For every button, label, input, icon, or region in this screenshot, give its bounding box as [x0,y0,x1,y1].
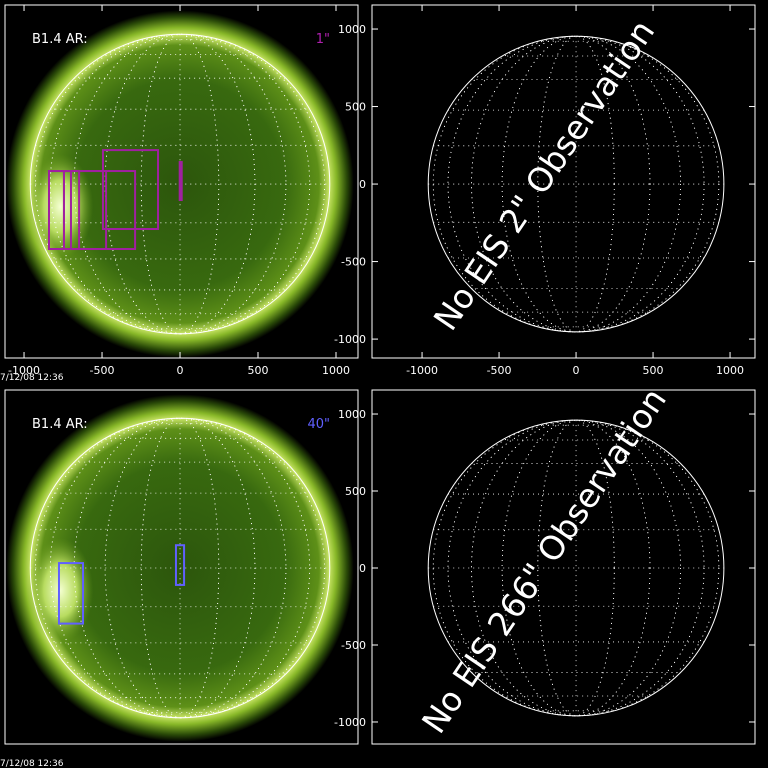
frame [371,4,756,359]
x-tick-label: -500 [487,364,512,377]
longitude-line [73,33,287,335]
longitude-line [49,417,311,719]
panel [6,394,354,742]
panel-label: B1.4 AR: [32,32,88,47]
longitude-line [471,35,681,333]
x-tick-label: -1000 [8,364,40,377]
longitude-line [34,33,326,335]
resolution-label: 1" [316,32,330,47]
frame [4,389,359,745]
y-tick-label: 0 [359,562,366,575]
timestamp: 7/12/08 12:36 [0,759,64,768]
sun-disk [6,394,354,742]
longitude-line [432,419,720,717]
longitude-line [471,35,681,333]
x-tick-label: 1000 [322,364,350,377]
resolution-label: 40" [307,417,330,432]
x-tick-label: -500 [90,364,115,377]
y-tick-label: 500 [345,101,366,114]
y-tick-label: 1000 [338,23,366,36]
longitude-line [104,33,256,335]
raster-box [101,149,160,231]
frame [4,4,359,359]
panel-label: B1.4 AR: [32,417,88,432]
x-tick-label: 0 [573,364,580,377]
longitude-line [140,417,220,719]
x-tick-label: 1000 [716,364,744,377]
timestamp: 7/12/08 12:36 [0,373,64,383]
y-tick-label: 0 [359,178,366,191]
frame [371,389,756,745]
raster-box [47,170,137,251]
longitude-line [501,35,651,333]
raster-box [57,562,84,625]
y-tick-label: 1000 [338,408,366,421]
y-tick-label: -500 [341,639,366,652]
raster-box [178,161,183,202]
panel [427,35,725,333]
longitude-line [73,417,287,719]
longitude-line [471,419,681,717]
longitude-line [34,417,326,719]
longitude-line [432,35,720,333]
raster-box [174,544,186,586]
x-tick-label: 500 [248,364,269,377]
x-tick-label: 0 [177,364,184,377]
y-tick-label: 500 [345,485,366,498]
longitude-line [501,419,651,717]
limb [29,33,331,335]
longitude-line [140,33,220,335]
x-tick-label: -1000 [406,364,438,377]
longitude-line [471,419,681,717]
y-tick-label: -500 [341,256,366,269]
x-tick-label: 500 [643,364,664,377]
bright-region [27,538,94,643]
panel [427,419,725,717]
y-tick-label: -1000 [334,333,366,346]
longitude-line [49,33,311,335]
longitude-line [104,417,256,719]
y-tick-label: -1000 [334,716,366,729]
panel [6,10,354,358]
longitude-line [447,35,705,333]
bright-region [27,154,94,259]
